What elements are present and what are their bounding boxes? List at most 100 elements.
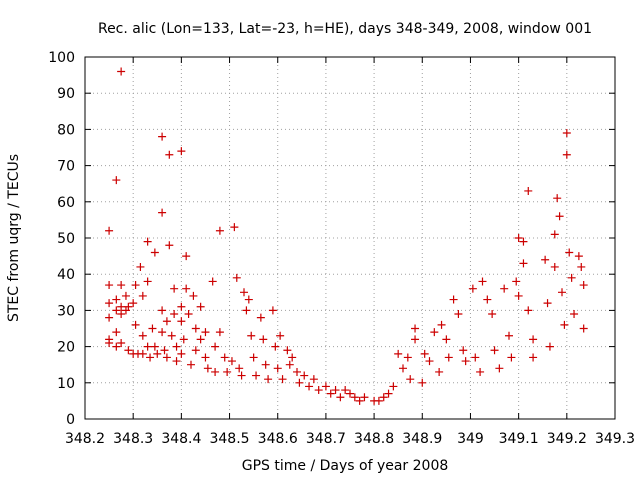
x-tick-label: 349.3 xyxy=(595,431,635,447)
data-point xyxy=(529,335,538,344)
data-point xyxy=(461,357,470,366)
y-tick-label: 80 xyxy=(57,122,75,138)
data-point xyxy=(143,237,152,246)
data-point xyxy=(560,320,569,329)
data-point xyxy=(355,396,364,405)
data-point xyxy=(579,281,588,290)
data-point xyxy=(278,375,287,384)
data-point xyxy=(112,176,121,185)
data-point xyxy=(524,306,533,315)
data-point xyxy=(500,284,509,293)
data-point xyxy=(574,252,583,261)
data-point xyxy=(117,67,126,76)
data-point xyxy=(495,364,504,373)
data-point xyxy=(288,353,297,362)
data-point xyxy=(411,324,420,333)
data-point xyxy=(184,310,193,319)
data-point xyxy=(389,382,398,391)
data-point xyxy=(203,364,212,373)
data-point xyxy=(295,378,304,387)
data-point xyxy=(244,295,253,304)
data-point xyxy=(182,284,191,293)
y-axis-label: STEC from uqrg / TECUs xyxy=(6,154,22,322)
data-point xyxy=(483,295,492,304)
data-point xyxy=(249,353,258,362)
data-point xyxy=(558,288,566,297)
data-point xyxy=(507,353,516,362)
y-tick-label: 20 xyxy=(57,340,75,356)
data-point xyxy=(153,349,162,358)
data-point xyxy=(117,338,126,347)
data-point xyxy=(476,367,485,376)
data-point xyxy=(550,262,559,271)
data-point xyxy=(435,367,444,376)
data-point xyxy=(215,226,224,235)
y-tick-label: 0 xyxy=(66,412,75,428)
data-point xyxy=(112,342,121,351)
data-point xyxy=(346,389,354,398)
y-tick-label: 10 xyxy=(57,376,75,392)
chart-title: Rec. alic (Lon=133, Lat=-23, h=HE), days… xyxy=(98,21,592,37)
data-point xyxy=(129,299,138,308)
data-point xyxy=(379,393,388,402)
data-point xyxy=(341,386,350,395)
data-point xyxy=(112,306,121,315)
data-point xyxy=(271,342,280,351)
data-point xyxy=(230,223,239,232)
x-tick-label: 348.2 xyxy=(65,431,105,447)
data-point xyxy=(261,360,270,369)
data-point xyxy=(177,302,186,311)
data-point xyxy=(117,310,126,319)
data-point xyxy=(165,150,174,159)
data-point xyxy=(121,291,130,300)
data-point xyxy=(252,371,261,380)
data-point xyxy=(449,295,458,304)
data-point xyxy=(191,346,200,355)
data-point xyxy=(442,335,451,344)
data-point xyxy=(105,226,114,235)
data-point xyxy=(162,317,171,326)
data-point xyxy=(360,393,369,402)
data-point xyxy=(579,324,588,333)
data-point xyxy=(567,273,576,282)
data-point xyxy=(468,284,477,293)
data-point xyxy=(444,353,453,362)
data-point xyxy=(227,357,236,366)
x-tick-label: 348.6 xyxy=(258,431,298,447)
data-point xyxy=(514,234,523,242)
data-point xyxy=(138,331,147,340)
data-point xyxy=(519,237,528,246)
y-tick-label: 70 xyxy=(57,159,75,175)
y-tick-label: 60 xyxy=(57,195,75,211)
data-point xyxy=(268,306,277,315)
data-point xyxy=(170,284,179,293)
data-point xyxy=(331,386,340,395)
data-point xyxy=(406,375,415,384)
data-point xyxy=(490,346,499,355)
data-point xyxy=(172,357,181,366)
data-point xyxy=(232,273,241,282)
x-tick-label: 348.7 xyxy=(306,431,346,447)
y-tick-label: 40 xyxy=(57,267,75,283)
data-point xyxy=(105,281,114,290)
data-point xyxy=(201,353,210,362)
data-point xyxy=(283,346,292,355)
data-point xyxy=(223,367,232,376)
data-point xyxy=(374,396,383,405)
data-point xyxy=(285,360,294,369)
data-point xyxy=(196,335,205,344)
data-point xyxy=(514,291,523,300)
data-point xyxy=(196,302,205,311)
data-point xyxy=(146,353,155,362)
data-point xyxy=(314,386,323,395)
y-tick-label: 90 xyxy=(57,86,75,102)
x-tick-label: 349 xyxy=(457,431,484,447)
data-point xyxy=(321,382,330,391)
x-tick-label: 348.9 xyxy=(402,431,442,447)
data-point xyxy=(562,150,571,159)
data-point xyxy=(189,291,198,300)
data-point xyxy=(158,328,167,337)
data-point xyxy=(425,357,434,366)
data-point xyxy=(403,353,412,362)
